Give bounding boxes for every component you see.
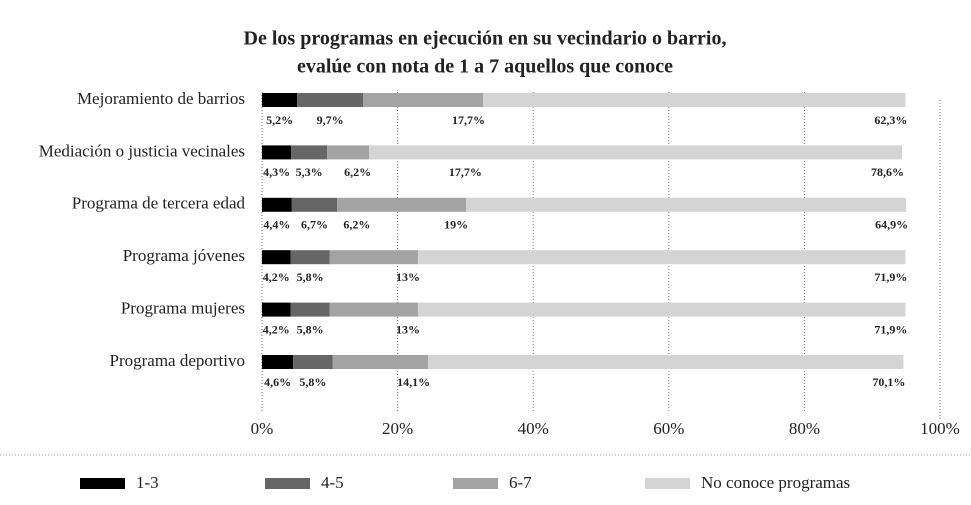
bar-segment — [293, 355, 333, 369]
category-label: Programa jóvenes — [123, 246, 245, 265]
bar-segment — [262, 302, 291, 317]
data-label: 5,8% — [297, 270, 324, 284]
data-label: 5,2% — [266, 113, 293, 127]
data-label: 9,7% — [317, 113, 344, 127]
x-tick-label: 40% — [518, 419, 549, 438]
category-label: Programa mujeres — [121, 299, 245, 318]
data-label: 78,6% — [871, 165, 904, 179]
bar-segment — [262, 93, 298, 107]
annotation: 17,7% — [449, 165, 482, 179]
bar-segment — [417, 302, 906, 317]
bar-segment — [290, 250, 330, 265]
chart-title: evalúe con nota de 1 a 7 aquellos que co… — [297, 56, 673, 78]
bar-segment — [291, 145, 328, 160]
data-label: 71,9% — [874, 322, 907, 336]
data-label: 6,7% — [301, 218, 328, 232]
category-label: Programa de tercera edad — [72, 194, 246, 213]
bar-segment — [329, 250, 418, 265]
data-label: 5,3% — [296, 165, 323, 179]
bar-segment — [262, 197, 292, 212]
legend-swatch — [80, 478, 125, 489]
legend-label: 4-5 — [321, 473, 344, 492]
legend-swatch — [265, 478, 310, 489]
legend-label: No conoce programas — [701, 473, 850, 492]
legend-label: 6-7 — [509, 473, 532, 492]
bar-segment — [337, 197, 467, 212]
data-label: 62,3% — [874, 113, 907, 127]
bar-segment — [417, 250, 906, 265]
bar-segment — [332, 355, 429, 369]
bar-segment — [262, 355, 294, 369]
data-label: 14,1% — [397, 375, 430, 389]
data-label: 4,3% — [263, 165, 290, 179]
data-label: 13% — [396, 322, 420, 336]
category-label: Mediación o justicia vecinales — [39, 141, 245, 160]
bar-segment — [290, 302, 330, 317]
data-label: 19% — [444, 218, 468, 232]
bar-segment — [363, 93, 484, 107]
data-label: 5,8% — [297, 322, 324, 336]
x-tick-label: 80% — [789, 419, 820, 438]
data-label: 13% — [396, 270, 420, 284]
category-label: Mejoramiento de barrios — [77, 89, 245, 108]
bar-segment — [428, 355, 904, 369]
data-label: 5,8% — [299, 375, 326, 389]
bar-segment — [329, 302, 418, 317]
data-label: 4,2% — [263, 270, 290, 284]
x-tick-label: 20% — [382, 419, 413, 438]
data-label: 4,4% — [263, 218, 290, 232]
bar-segment — [262, 250, 291, 265]
category-label: Programa deportivo — [110, 351, 246, 370]
bar-segment — [291, 197, 338, 212]
chart-title: De los programas en ejecución en su veci… — [244, 28, 727, 50]
annotation: 6,2% — [343, 218, 370, 232]
data-label: 71,9% — [874, 270, 907, 284]
bar-segment — [262, 145, 292, 160]
data-label: 70,1% — [872, 375, 905, 389]
bar-segment — [297, 93, 364, 107]
bar-segment — [327, 145, 370, 160]
legend-label: 1-3 — [136, 473, 159, 492]
x-tick-label: 100% — [920, 419, 960, 438]
legend-swatch — [645, 478, 690, 489]
bar-segment — [369, 145, 903, 160]
data-label: 4,6% — [264, 375, 291, 389]
bar-segment — [483, 93, 906, 107]
legend-swatch — [453, 478, 498, 489]
data-label: 4,2% — [263, 322, 290, 336]
data-label: 6,2% — [344, 165, 371, 179]
bar-segment — [466, 197, 907, 212]
data-label: 17,7% — [452, 113, 485, 127]
x-tick-label: 0% — [251, 419, 274, 438]
x-tick-label: 60% — [653, 419, 684, 438]
data-label: 64,9% — [875, 218, 908, 232]
